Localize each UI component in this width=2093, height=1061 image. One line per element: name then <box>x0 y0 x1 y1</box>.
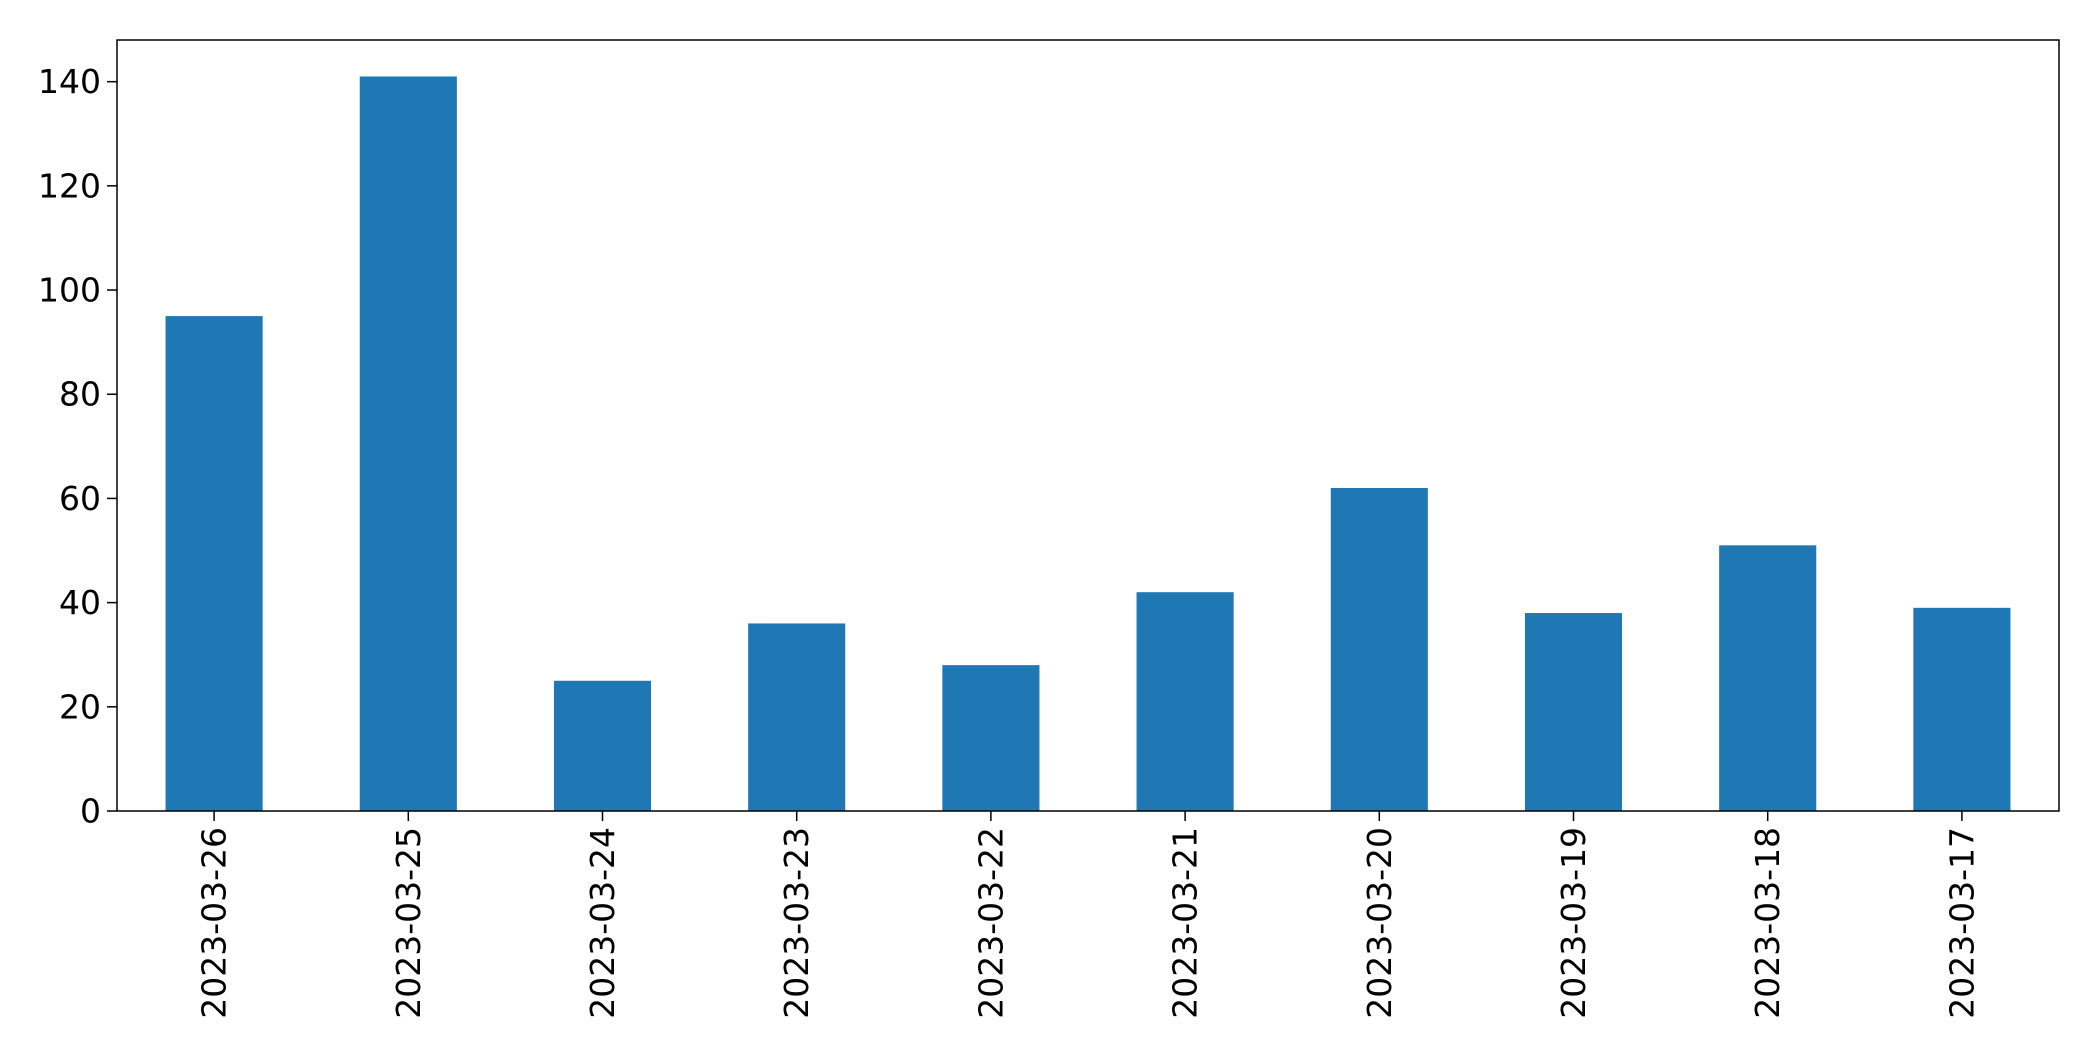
x-tick-label: 2023-03-19 <box>1554 827 1593 1019</box>
y-axis: 0 20 40 60 80 100 120 140 <box>38 62 117 831</box>
bars-group <box>165 76 2011 812</box>
x-tick-label: 2023-03-25 <box>389 827 428 1019</box>
x-tick-label: 2023-03-23 <box>777 827 816 1019</box>
y-tick-label: 120 <box>38 166 101 205</box>
x-tick-label: 2023-03-22 <box>971 827 1010 1019</box>
x-tick-label: 2023-03-20 <box>1360 827 1399 1019</box>
bar-2023-03-26 <box>165 316 263 811</box>
bar-2023-03-22 <box>942 665 1040 811</box>
x-tick-label: 2023-03-24 <box>583 827 622 1019</box>
y-tick-label: 100 <box>38 271 101 310</box>
bar-2023-03-24 <box>553 680 652 811</box>
y-tick-label: 20 <box>59 687 101 726</box>
bar-2023-03-18 <box>1719 545 1817 811</box>
x-tick-label: 2023-03-21 <box>1166 827 1205 1019</box>
bar-2023-03-20 <box>1330 488 1428 811</box>
bar-2023-03-21 <box>1136 592 1234 811</box>
bar-2023-03-23 <box>748 623 846 811</box>
bar-2023-03-25 <box>359 76 457 812</box>
y-tick-label: 80 <box>59 375 101 414</box>
x-tick-label: 2023-03-18 <box>1748 827 1787 1019</box>
y-tick-label: 40 <box>59 583 101 622</box>
bar-2023-03-19 <box>1524 613 1623 811</box>
x-axis: 2023-03-26 2023-03-25 2023-03-24 2023-03-23… <box>195 811 1981 1019</box>
y-tick-label: 60 <box>59 479 101 518</box>
x-tick-label: 2023-03-17 <box>1942 827 1981 1019</box>
y-tick-label: 0 <box>80 792 101 831</box>
plot-frame <box>116 39 2060 812</box>
y-tick-label: 140 <box>38 62 101 101</box>
bar-2023-03-17 <box>1913 607 2011 811</box>
x-tick-label: 2023-03-26 <box>195 827 234 1019</box>
